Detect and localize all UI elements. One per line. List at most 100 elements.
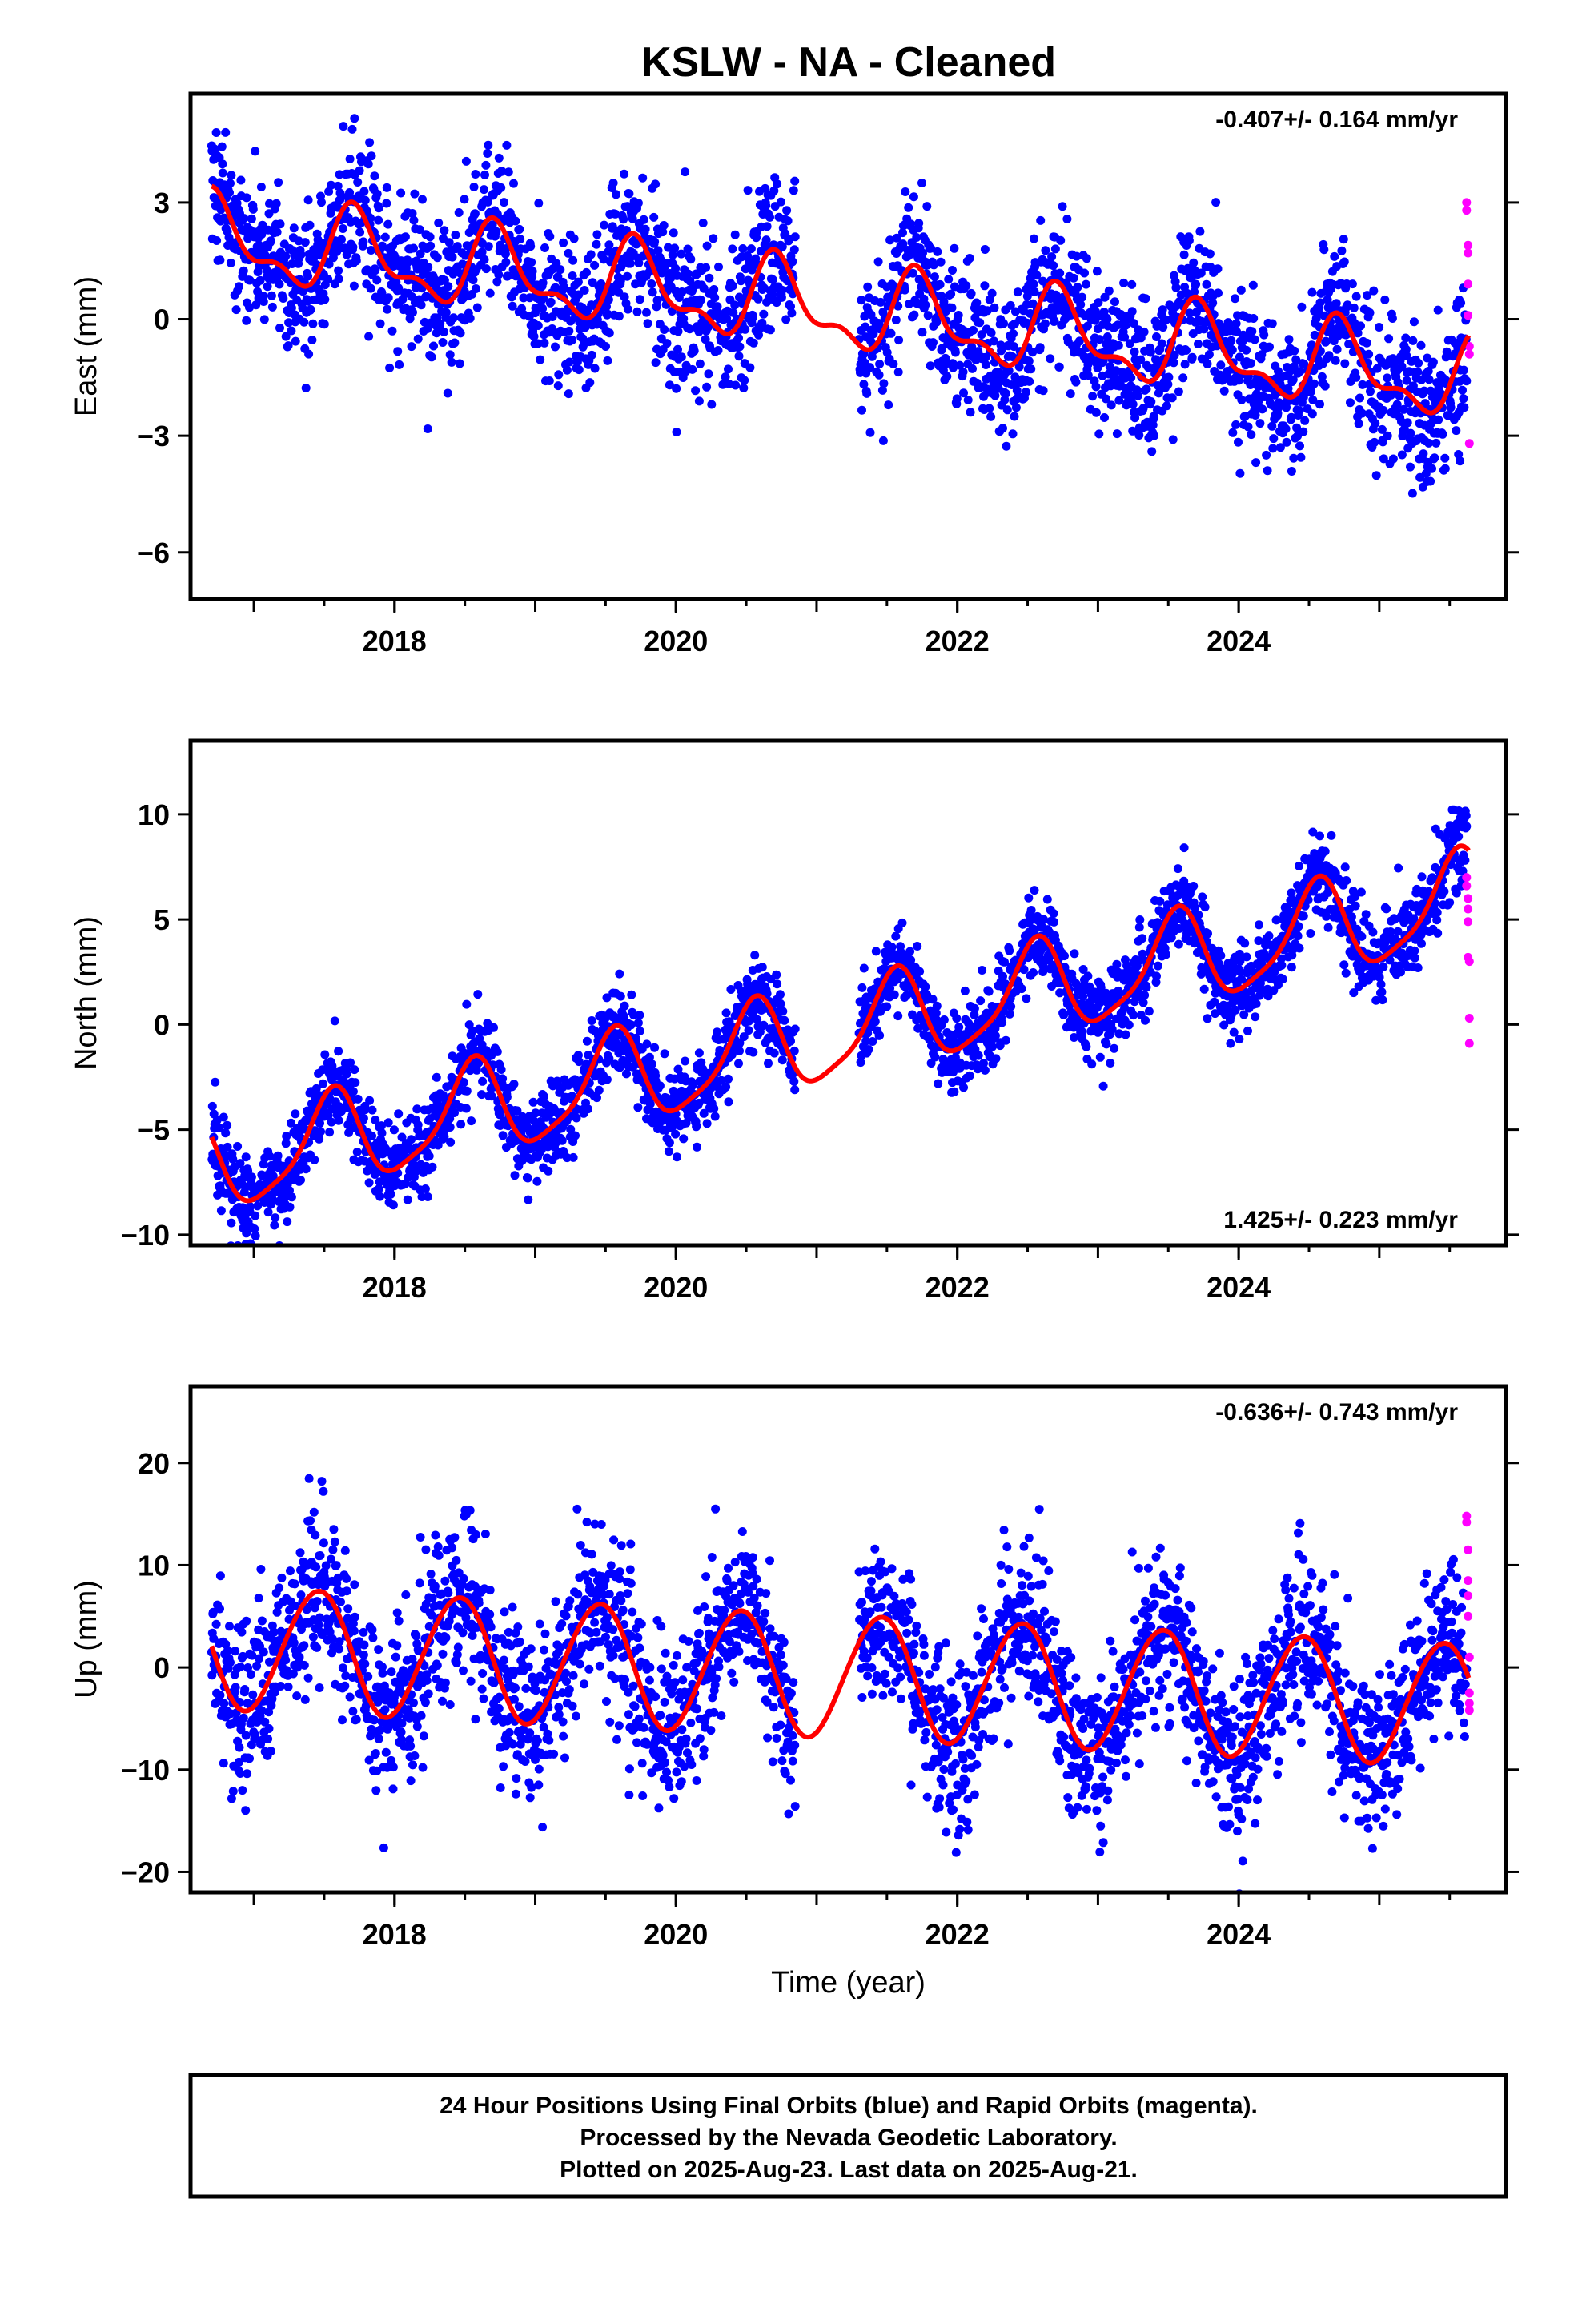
final-point bbox=[973, 1064, 982, 1074]
final-point bbox=[864, 1045, 873, 1054]
final-point bbox=[267, 291, 276, 300]
final-point bbox=[226, 258, 235, 267]
final-point bbox=[886, 328, 896, 338]
final-point bbox=[1357, 408, 1367, 418]
final-point bbox=[504, 167, 513, 177]
final-point bbox=[786, 1036, 795, 1046]
final-point bbox=[540, 1092, 548, 1101]
final-point bbox=[1030, 234, 1038, 243]
final-point bbox=[909, 310, 919, 320]
final-point bbox=[333, 181, 343, 191]
final-point bbox=[1010, 342, 1018, 352]
final-point bbox=[897, 918, 907, 927]
final-point bbox=[1078, 965, 1088, 974]
final-point bbox=[1042, 895, 1052, 904]
final-point bbox=[423, 424, 432, 433]
final-point bbox=[726, 985, 736, 994]
final-point bbox=[942, 359, 951, 368]
final-point bbox=[638, 173, 648, 183]
final-point bbox=[728, 244, 737, 254]
final-point bbox=[219, 1112, 228, 1122]
final-point bbox=[642, 308, 651, 317]
final-point bbox=[893, 368, 903, 377]
final-point bbox=[757, 963, 767, 972]
final-point bbox=[1392, 400, 1402, 409]
final-point bbox=[1355, 393, 1364, 403]
final-point bbox=[1139, 327, 1149, 336]
final-point bbox=[323, 1111, 333, 1120]
final-point bbox=[748, 313, 757, 323]
final-point bbox=[444, 238, 454, 247]
final-point bbox=[978, 966, 987, 975]
final-point bbox=[1190, 287, 1199, 296]
final-point bbox=[481, 160, 491, 170]
final-point bbox=[1191, 279, 1201, 289]
final-point bbox=[403, 1195, 412, 1204]
final-point bbox=[574, 365, 584, 375]
final-point bbox=[253, 1201, 263, 1211]
final-point bbox=[857, 983, 867, 992]
final-point bbox=[1174, 387, 1183, 396]
final-point bbox=[1107, 1024, 1117, 1034]
final-point bbox=[1060, 951, 1069, 961]
final-point bbox=[612, 190, 620, 199]
final-point bbox=[410, 189, 420, 199]
final-point bbox=[1070, 348, 1078, 357]
final-point bbox=[929, 260, 938, 270]
final-point bbox=[635, 1011, 644, 1020]
final-point bbox=[359, 1156, 369, 1166]
final-point bbox=[461, 1104, 471, 1113]
final-point bbox=[660, 1049, 669, 1059]
final-point bbox=[461, 156, 471, 166]
final-point bbox=[335, 188, 345, 198]
final-point bbox=[707, 400, 717, 409]
final-point bbox=[1134, 923, 1144, 932]
final-point bbox=[717, 1076, 726, 1085]
y-tick-label: −6 bbox=[137, 537, 170, 569]
final-point bbox=[317, 198, 326, 207]
final-point bbox=[968, 364, 977, 373]
final-point bbox=[311, 1084, 321, 1093]
final-point bbox=[1032, 271, 1042, 280]
final-point bbox=[874, 370, 884, 380]
final-point bbox=[1102, 315, 1112, 324]
final-point bbox=[221, 1128, 231, 1138]
final-point bbox=[765, 325, 775, 335]
final-point bbox=[1199, 324, 1209, 334]
final-point bbox=[1351, 372, 1361, 382]
final-point bbox=[1070, 1033, 1078, 1042]
final-point bbox=[1119, 278, 1129, 287]
final-point bbox=[735, 1046, 744, 1055]
final-point bbox=[1114, 396, 1124, 405]
final-point bbox=[592, 230, 602, 239]
final-point bbox=[655, 1081, 665, 1091]
final-point bbox=[693, 1142, 701, 1152]
rapid-point bbox=[1464, 342, 1474, 351]
final-point bbox=[677, 249, 686, 259]
final-point bbox=[359, 1114, 368, 1123]
final-point bbox=[383, 293, 393, 303]
final-point bbox=[1231, 420, 1241, 429]
final-point bbox=[587, 1016, 596, 1025]
final-point bbox=[301, 1164, 311, 1174]
final-orbit-points bbox=[207, 805, 1472, 1245]
final-point bbox=[701, 263, 711, 272]
final-point bbox=[1388, 354, 1398, 364]
final-point bbox=[942, 372, 952, 381]
final-point bbox=[622, 1069, 631, 1079]
final-point bbox=[235, 282, 243, 292]
final-point bbox=[540, 243, 549, 252]
rapid-point bbox=[1464, 240, 1473, 250]
final-point bbox=[1377, 424, 1387, 434]
final-point bbox=[1356, 321, 1365, 331]
final-point bbox=[425, 232, 435, 242]
final-point bbox=[367, 151, 376, 161]
final-point bbox=[1041, 319, 1050, 328]
final-point bbox=[1290, 346, 1299, 356]
final-point bbox=[1407, 489, 1417, 498]
final-point bbox=[878, 436, 888, 445]
final-point bbox=[1307, 409, 1317, 419]
final-point bbox=[221, 127, 231, 137]
final-point bbox=[502, 140, 512, 150]
final-point bbox=[480, 170, 489, 179]
